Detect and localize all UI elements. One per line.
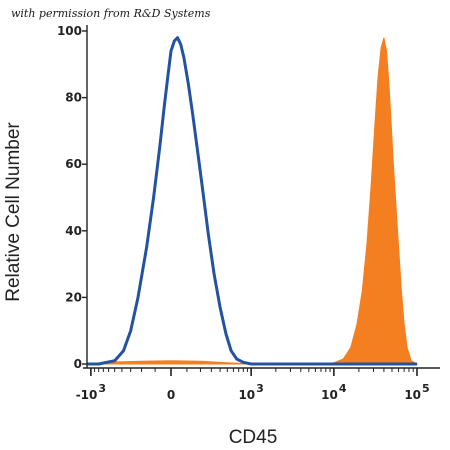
x-tick-label: 0: [167, 388, 175, 402]
y-tick-label: 40: [65, 224, 82, 238]
credit-text: with permission from R&D Systems: [11, 7, 211, 20]
y-tick-label: 20: [65, 290, 82, 304]
x-axis-title: CD45: [229, 427, 278, 448]
y-axis: 0 20 40 60 80 100: [57, 24, 88, 371]
series-1-filled-histogram: [87, 37, 419, 365]
y-tick-label: 80: [65, 91, 82, 105]
x-axis: -103 0 103 104 105: [76, 367, 440, 402]
y-tick-label: 60: [65, 157, 82, 171]
y-tick-label: 0: [74, 357, 82, 371]
series-0-outline-histogram: [87, 36, 417, 366]
x-tick-label: 105: [404, 382, 429, 402]
x-tick-label: 103: [238, 382, 263, 402]
plot-area: [87, 36, 419, 366]
x-tick-label: 104: [321, 382, 347, 402]
y-tick-label: 100: [57, 24, 82, 38]
x-tick-label: -103: [76, 382, 106, 402]
y-axis-title: Relative Cell Number: [3, 122, 24, 302]
